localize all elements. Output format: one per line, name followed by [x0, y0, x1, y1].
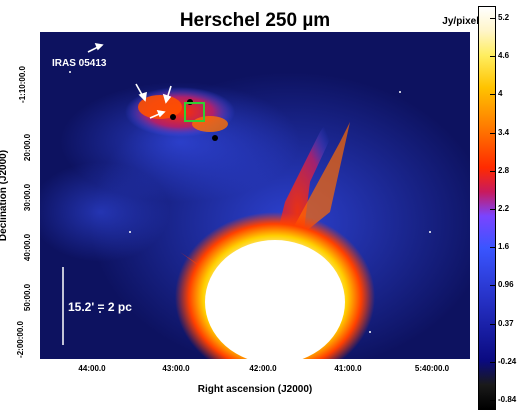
figure-title: Herschel 250 µm — [179, 10, 331, 31]
x-tick: 42:00.0 — [249, 364, 277, 373]
y-tick: -1:10:00.0 — [17, 66, 27, 103]
colorbar-tick-label: 5.2 — [498, 13, 510, 22]
colorbar-tick-mark — [490, 94, 495, 96]
colorbar-tick-mark — [490, 170, 495, 172]
colorbar-tick-mark — [490, 323, 495, 325]
colorbar-tick-label: -0.24 — [498, 356, 517, 366]
colorbar-tick-label: 1.6 — [498, 242, 510, 252]
intensity-map[interactable]: IRAS 05413 NGC 2024 15.2' = 2 pc — [40, 32, 470, 359]
y-tick: 20:00.0 — [23, 133, 33, 162]
y-axis-label: Declination (J2000) — [0, 149, 10, 242]
nebula-label: NGC 2024 — [240, 282, 316, 299]
x-tick: 44:00.0 — [78, 364, 106, 373]
map-image — [40, 32, 470, 359]
colorbar-tick-label: 4 — [498, 89, 503, 99]
colorbar-tick-label: 3.4 — [498, 127, 510, 137]
y-tick: 30:00.0 — [23, 183, 33, 212]
colorbar-unit: Jy/pixel — [442, 16, 479, 27]
x-tick: 5:40:00.0 — [414, 364, 450, 373]
colorbar-tick-mark — [490, 132, 495, 134]
colorbar — [478, 6, 496, 410]
colorbar-tick-label: 0.37 — [498, 318, 514, 328]
scale-bar-label: 15.2' = 2 pc — [68, 300, 132, 314]
y-tick: 40:00.0 — [23, 233, 33, 262]
colorbar-tick-label: -0.84 — [498, 395, 517, 404]
colorbar-tick-mark — [490, 56, 495, 58]
colorbar-tick-label: 2.8 — [498, 165, 510, 175]
arrow-icon — [87, 42, 172, 119]
colorbar-tick-label: 4.6 — [498, 51, 510, 61]
colorbar-tick-label: 2.2 — [498, 204, 510, 213]
x-tick: 41:00.0 — [334, 364, 362, 373]
x-axis-label: Right ascension (J2000) — [197, 384, 313, 395]
y-tick: 50:00.0 — [23, 283, 33, 312]
colorbar-tick-mark — [490, 285, 495, 287]
x-tick: 43:00.0 — [162, 364, 190, 373]
colorbar-tick-mark — [490, 209, 495, 210]
colorbar-tick-mark — [490, 18, 495, 19]
y-tick: -2:00:00.0 — [15, 321, 25, 358]
colorbar-tick-label: 0.96 — [498, 280, 514, 290]
region-box — [184, 102, 205, 122]
colorbar-tick-mark — [490, 247, 495, 249]
colorbar-tick-mark — [490, 400, 495, 401]
colorbar-tick-mark — [490, 361, 495, 363]
source-label: IRAS 05413 — [52, 58, 107, 69]
